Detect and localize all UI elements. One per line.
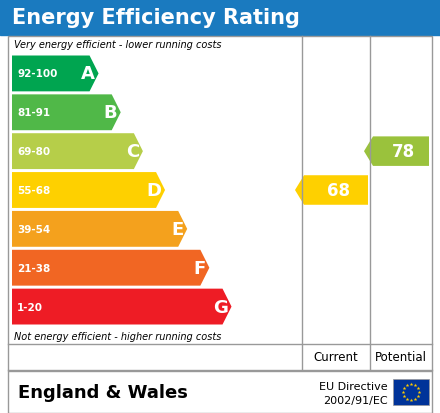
Polygon shape xyxy=(12,211,187,247)
Text: B: B xyxy=(103,104,117,122)
Polygon shape xyxy=(12,95,121,131)
Text: G: G xyxy=(213,298,227,316)
Text: 21-38: 21-38 xyxy=(17,263,50,273)
Polygon shape xyxy=(364,137,429,166)
Text: C: C xyxy=(126,143,139,161)
Polygon shape xyxy=(12,134,143,170)
Text: 92-100: 92-100 xyxy=(17,69,57,79)
Polygon shape xyxy=(12,173,165,209)
Text: 39-54: 39-54 xyxy=(17,224,50,234)
Text: Not energy efficient - higher running costs: Not energy efficient - higher running co… xyxy=(14,331,221,341)
Text: Energy Efficiency Rating: Energy Efficiency Rating xyxy=(12,8,300,28)
Text: 55-68: 55-68 xyxy=(17,185,50,195)
Bar xyxy=(8,37,432,371)
Text: EU Directive: EU Directive xyxy=(319,381,388,391)
Polygon shape xyxy=(12,289,231,325)
Text: 81-91: 81-91 xyxy=(17,108,50,118)
Bar xyxy=(8,371,432,413)
Bar xyxy=(393,379,429,405)
Text: 68: 68 xyxy=(326,182,349,199)
Polygon shape xyxy=(295,176,368,205)
Text: F: F xyxy=(193,259,205,277)
Bar xyxy=(0,0,440,36)
Text: E: E xyxy=(171,220,183,238)
Text: A: A xyxy=(81,65,95,83)
Text: England & Wales: England & Wales xyxy=(18,383,188,401)
Polygon shape xyxy=(12,250,209,286)
Text: Potential: Potential xyxy=(375,351,427,363)
Text: 69-80: 69-80 xyxy=(17,147,50,157)
Text: Current: Current xyxy=(314,351,358,363)
Text: Very energy efficient - lower running costs: Very energy efficient - lower running co… xyxy=(14,40,221,50)
Text: 78: 78 xyxy=(392,143,414,161)
Polygon shape xyxy=(12,56,99,92)
Text: 2002/91/EC: 2002/91/EC xyxy=(323,394,388,405)
Text: 1-20: 1-20 xyxy=(17,302,43,312)
Text: D: D xyxy=(146,182,161,199)
